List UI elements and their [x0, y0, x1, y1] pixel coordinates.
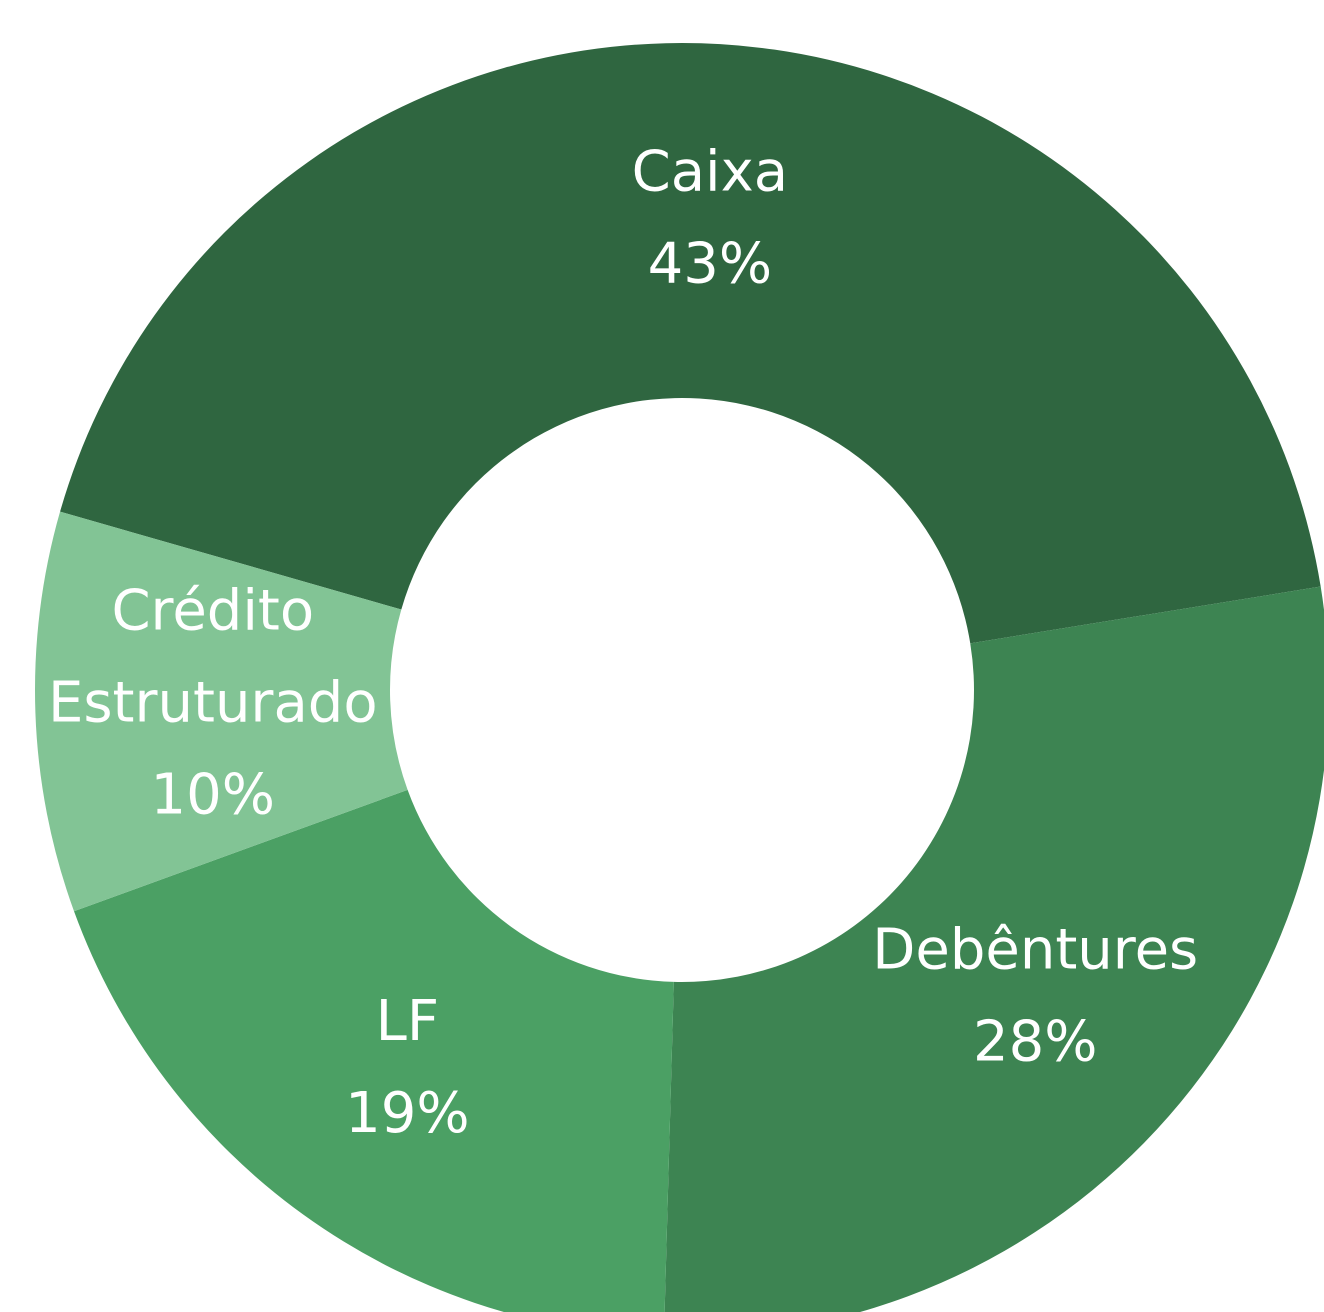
donut-slice: [34, 511, 408, 912]
label-line: Crédito: [111, 579, 314, 644]
slice-label: Debêntures: [872, 917, 1198, 982]
value-label: 10%: [151, 763, 275, 828]
donut-slice: [60, 43, 1321, 644]
slice-label: Crédito Estruturado: [48, 579, 378, 736]
label-line: LF: [376, 989, 439, 1054]
donut-slice: [664, 586, 1324, 1312]
slice-label: LF: [376, 989, 439, 1054]
slice-label: Caixa: [632, 139, 788, 204]
label-line: Estruturado: [48, 671, 378, 736]
label-line: Debêntures: [872, 917, 1198, 982]
donut-slice: [74, 789, 674, 1312]
label-line: Caixa: [632, 139, 788, 204]
value-label: 28%: [973, 1009, 1097, 1074]
value-label: 19%: [345, 1081, 469, 1146]
value-label: 43%: [648, 231, 772, 296]
